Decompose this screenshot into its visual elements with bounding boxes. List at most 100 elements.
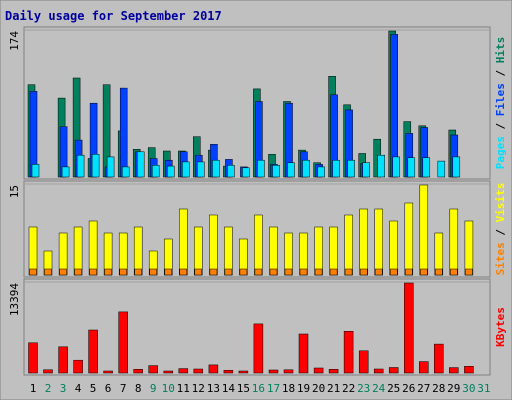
bar-sites-day-19 [299, 268, 308, 276]
bar-sites-day-8 [134, 268, 142, 276]
x-tick-label-day-8: 8 [135, 382, 142, 395]
bar-visits-day-28 [434, 232, 444, 276]
bar-sites-day-20 [314, 268, 323, 276]
legend-separator: / [494, 222, 507, 242]
x-tick-label-day-27: 27 [417, 382, 430, 395]
panel-sites-visits: 15 Sites / Visits [8, 180, 507, 278]
x-tick-label-day-30: 30 [462, 382, 475, 395]
bar-visits-day-3 [58, 232, 68, 276]
x-tick-label-day-5: 5 [90, 382, 97, 395]
bar-kbytes-day-28 [434, 343, 444, 374]
bar-pages-day-3 [61, 166, 70, 178]
bar-pages-day-22 [347, 159, 355, 178]
legend-visits: Visits [494, 183, 507, 223]
bar-kbytes-day-6 [103, 370, 113, 374]
bar-sites-day-15 [239, 268, 248, 276]
bar-pages-day-9 [151, 165, 160, 178]
x-tick-label-day-25: 25 [387, 382, 400, 395]
bar-kbytes-day-23 [358, 350, 369, 374]
bar-sites-day-23 [359, 268, 368, 276]
legend-hits: Hits [494, 37, 507, 64]
bar-visits-day-7 [118, 232, 128, 276]
x-tick-label-day-18: 18 [282, 382, 295, 395]
x-tick-label-day-31: 31 [477, 382, 490, 395]
bar-sites-day-4 [74, 268, 82, 276]
bar-pages-day-27 [422, 157, 431, 178]
bar-sites-day-18 [284, 268, 293, 276]
bar-kbytes-day-10 [163, 370, 174, 374]
bar-sites-day-3 [59, 268, 67, 276]
bar-kbytes-day-3 [58, 346, 68, 374]
x-tick-label-day-7: 7 [120, 382, 127, 395]
bar-pages-day-25 [392, 156, 400, 178]
bar-sites-day-11 [179, 268, 188, 276]
bar-pages-day-16 [257, 159, 265, 178]
bar-pages-day-24 [377, 154, 385, 178]
x-tick-label-day-12: 12 [192, 382, 205, 395]
bar-sites-day-25 [389, 268, 398, 276]
x-tick-label-day-20: 20 [312, 382, 325, 395]
bar-pages-day-11 [182, 161, 190, 178]
bar-pages-day-5 [91, 154, 100, 178]
chart-title: Daily usage for September 2017 [5, 9, 222, 23]
bar-sites-day-7 [119, 268, 127, 276]
x-tick-label-day-17: 17 [267, 382, 280, 395]
bar-kbytes-day-4 [73, 359, 83, 374]
bar-visits-day-13 [209, 214, 218, 276]
x-tick-label-day-3: 3 [60, 382, 67, 395]
bar-visits-day-25 [389, 220, 398, 276]
bar-pages-day-28 [437, 160, 446, 178]
bar-pages-day-1 [31, 164, 40, 178]
bar-kbytes-day-29 [449, 367, 459, 374]
bar-pages-day-7 [121, 166, 130, 178]
bar-sites-day-10 [164, 268, 173, 276]
bar-kbytes-day-16 [253, 323, 264, 374]
legend-separator: / [494, 116, 507, 136]
y-axis-max-label-pages-files-hits: 174 [8, 31, 21, 51]
y-axis-max-label-sites-visits: 15 [8, 185, 21, 198]
bar-sites-day-29 [450, 268, 458, 276]
bar-visits-day-29 [449, 208, 459, 276]
bar-sites-day-16 [254, 268, 263, 276]
x-tick-label-day-19: 19 [297, 382, 310, 395]
x-axis-day-labels: 1 2 3 4 5 6 7 8 9 10 11 12 13 14 15 16 17 18 19 20 21 22 23 24 2… [30, 382, 491, 395]
bar-visits-day-16 [254, 214, 263, 276]
bar-pages-day-14 [227, 165, 235, 178]
bar-kbytes-day-30 [464, 366, 474, 374]
legend-files: Files [494, 83, 507, 116]
bar-kbytes-day-26 [404, 282, 414, 374]
x-tick-label-day-4: 4 [75, 382, 82, 395]
bar-sites-day-13 [209, 268, 218, 276]
bar-kbytes-day-5 [88, 329, 98, 374]
bar-pages-day-18 [287, 162, 295, 178]
bar-visits-day-30 [464, 220, 474, 276]
bar-visits-day-18 [284, 232, 293, 276]
bar-sites-day-24 [374, 268, 383, 276]
x-tick-label-day-11: 11 [177, 382, 190, 395]
bar-kbytes-day-11 [178, 368, 189, 374]
bar-kbytes-day-8 [133, 369, 143, 374]
bar-sites-day-14 [224, 268, 233, 276]
bar-kbytes-day-15 [238, 370, 249, 374]
x-tick-label-day-29: 29 [447, 382, 460, 395]
bar-sites-day-27 [420, 268, 428, 276]
x-tick-label-day-22: 22 [342, 382, 355, 395]
bar-pages-day-15 [242, 167, 250, 178]
bar-kbytes-day-20 [313, 367, 324, 374]
bar-pages-day-12 [197, 161, 205, 178]
bar-kbytes-day-1 [28, 342, 38, 374]
bar-kbytes-day-22 [343, 331, 354, 374]
x-tick-label-day-1: 1 [30, 382, 37, 395]
bar-visits-day-14 [224, 226, 233, 276]
bar-pages-day-17 [272, 165, 280, 178]
x-tick-label-day-26: 26 [402, 382, 415, 395]
bar-pages-day-13 [212, 159, 220, 178]
bar-pages-day-6 [106, 156, 115, 178]
bar-files-day-25 [390, 34, 398, 178]
bar-sites-day-30 [465, 268, 473, 276]
bar-kbytes-day-14 [223, 370, 234, 374]
x-tick-label-day-28: 28 [432, 382, 445, 395]
panel-pages-files-hits: 174 Pages / Files / Hits [8, 26, 507, 180]
bar-visits-day-20 [314, 226, 323, 276]
